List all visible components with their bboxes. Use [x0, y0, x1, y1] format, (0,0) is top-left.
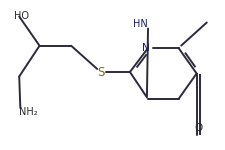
Text: HN: HN	[132, 19, 147, 29]
Text: NH₂: NH₂	[19, 107, 38, 117]
Text: O: O	[194, 123, 202, 133]
Text: N: N	[142, 43, 149, 53]
Text: HO: HO	[14, 11, 28, 21]
Text: S: S	[97, 66, 104, 78]
